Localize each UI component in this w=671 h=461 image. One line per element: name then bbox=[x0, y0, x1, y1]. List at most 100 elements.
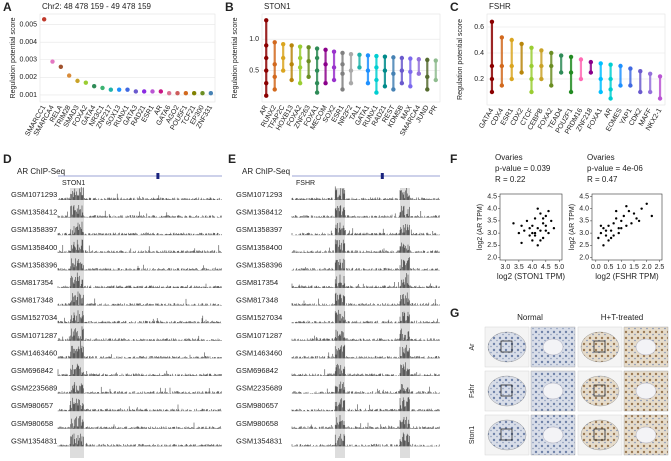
gene-exon bbox=[380, 173, 384, 179]
dot bbox=[608, 62, 613, 67]
panel-letter: G bbox=[450, 306, 459, 320]
point bbox=[523, 229, 526, 232]
dot bbox=[150, 89, 155, 94]
dot bbox=[365, 68, 371, 73]
dot bbox=[50, 59, 55, 64]
x-tick-label: 4.0 bbox=[527, 264, 537, 271]
y-tick-label: 0.4 bbox=[474, 50, 484, 57]
y-tick-label: 0.002 bbox=[19, 74, 37, 81]
point bbox=[599, 231, 603, 235]
zoom-box bbox=[500, 428, 513, 441]
track-signal bbox=[291, 292, 440, 306]
point bbox=[614, 209, 618, 213]
dot bbox=[539, 76, 544, 82]
dot bbox=[608, 96, 613, 101]
track-label: GSM1358400 bbox=[236, 243, 282, 252]
ovary-section bbox=[580, 419, 620, 451]
track-label: GSM1071293 bbox=[11, 190, 57, 199]
follicle bbox=[635, 382, 657, 400]
dot bbox=[399, 68, 405, 73]
track-signal bbox=[57, 221, 222, 236]
dot bbox=[608, 87, 613, 92]
row-label: Fshr bbox=[469, 383, 476, 398]
subtitle: p-value = 4e-06 bbox=[587, 164, 643, 173]
point bbox=[609, 236, 613, 240]
track-label: GSM1358396 bbox=[11, 260, 57, 269]
point bbox=[533, 234, 537, 237]
track-signal bbox=[57, 382, 222, 394]
track-label: GSM817348 bbox=[236, 296, 278, 305]
chart-title: Ovaries bbox=[495, 153, 523, 162]
dot bbox=[549, 50, 554, 56]
track-signal bbox=[57, 397, 222, 412]
dot bbox=[183, 91, 189, 96]
dot bbox=[657, 74, 663, 79]
point bbox=[533, 231, 537, 235]
column-label: H+T-treated bbox=[601, 313, 643, 322]
dot bbox=[323, 62, 328, 67]
point bbox=[536, 227, 539, 230]
dot bbox=[399, 80, 405, 86]
dot bbox=[365, 80, 371, 86]
zoom-box bbox=[593, 428, 606, 441]
track-signal bbox=[57, 258, 222, 271]
dot bbox=[425, 57, 430, 63]
y-axis-label: Regulation potential score bbox=[10, 17, 17, 98]
dot bbox=[125, 87, 130, 92]
track-label: GSM696842 bbox=[11, 366, 53, 375]
dot bbox=[489, 19, 495, 24]
row-label: Ston1 bbox=[469, 426, 476, 444]
track-signal bbox=[57, 239, 222, 253]
track-signal bbox=[291, 273, 440, 288]
point bbox=[528, 227, 531, 230]
dot bbox=[314, 80, 320, 86]
dot bbox=[264, 55, 269, 61]
x-tick-label: AR bbox=[603, 107, 614, 119]
plot-area bbox=[499, 193, 563, 261]
dot bbox=[391, 55, 396, 60]
track-label: GSM1071287 bbox=[236, 331, 282, 340]
dot bbox=[365, 53, 371, 58]
dot bbox=[598, 61, 603, 66]
zoom-box bbox=[593, 384, 606, 397]
point bbox=[609, 229, 613, 232]
dot bbox=[578, 76, 584, 82]
track-label: GSM1358396 bbox=[236, 260, 282, 269]
track-label: GSM1071287 bbox=[11, 331, 57, 340]
point bbox=[597, 236, 600, 240]
point bbox=[547, 231, 550, 235]
track-label: GSM2235689 bbox=[236, 384, 282, 393]
dot bbox=[306, 58, 311, 64]
y-tick-label: 0.2 bbox=[474, 76, 484, 83]
track-signal bbox=[57, 340, 222, 359]
point bbox=[552, 227, 556, 230]
dot bbox=[272, 40, 277, 45]
point bbox=[599, 224, 603, 227]
dot bbox=[549, 63, 554, 69]
dot bbox=[499, 83, 505, 88]
point bbox=[602, 227, 605, 230]
dot bbox=[323, 80, 328, 86]
track-label: GSM817354 bbox=[11, 278, 53, 287]
x-tick-label: AR bbox=[259, 104, 270, 116]
track-signal bbox=[291, 205, 440, 218]
track-label: GSM1354831 bbox=[236, 436, 282, 445]
point bbox=[612, 234, 615, 237]
zoom-box bbox=[500, 384, 513, 397]
track-signal bbox=[291, 381, 440, 394]
point bbox=[627, 209, 631, 213]
y-tick-label: 4.5 bbox=[487, 193, 497, 200]
point bbox=[550, 219, 553, 223]
point bbox=[604, 234, 608, 237]
dot bbox=[558, 70, 564, 75]
dot bbox=[382, 68, 388, 73]
track-title: AR ChIP-Seq bbox=[17, 167, 65, 176]
point bbox=[531, 224, 534, 227]
dot bbox=[340, 62, 345, 67]
dot bbox=[529, 76, 534, 82]
dot bbox=[340, 87, 345, 92]
dot bbox=[489, 89, 495, 95]
dot bbox=[272, 62, 277, 67]
dot bbox=[297, 65, 303, 70]
